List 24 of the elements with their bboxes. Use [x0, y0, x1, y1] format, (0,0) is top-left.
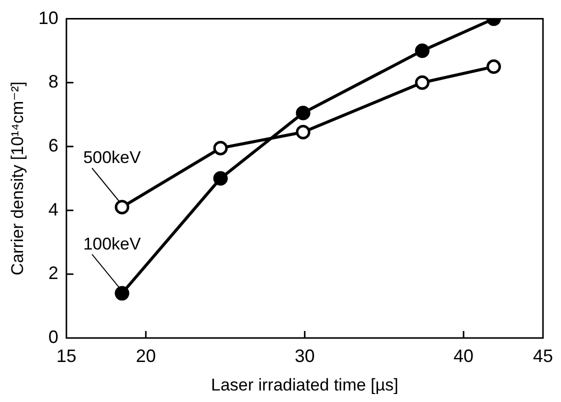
- point: [415, 75, 430, 90]
- series-label: 500keV: [83, 148, 142, 168]
- y-tick-label: 2: [48, 263, 58, 284]
- point: [213, 171, 228, 186]
- x-axis-title: Laser irradiated time [µs]: [210, 375, 398, 394]
- y-tick-label: 8: [48, 72, 58, 92]
- y-tick-label: 6: [48, 135, 58, 156]
- x-tick-label: 20: [136, 346, 156, 366]
- y-tick-label: 10: [38, 8, 58, 28]
- series-label: 100keV: [83, 234, 142, 254]
- y-tick-label: 4: [48, 199, 58, 220]
- y-axis-title: Carrier density [10¹⁴cm⁻²]: [8, 81, 27, 276]
- x-tick-label: 45: [532, 346, 554, 366]
- point: [415, 43, 430, 58]
- y-tick-label: 0: [48, 326, 58, 347]
- x-tick-label: 15: [56, 346, 76, 366]
- x-tick-label: 30: [294, 346, 315, 366]
- point: [486, 59, 501, 74]
- point: [114, 200, 130, 214]
- point: [296, 124, 310, 140]
- point: [114, 286, 130, 301]
- x-tick-label: 40: [454, 346, 474, 366]
- point: [296, 106, 310, 120]
- point: [213, 140, 228, 156]
